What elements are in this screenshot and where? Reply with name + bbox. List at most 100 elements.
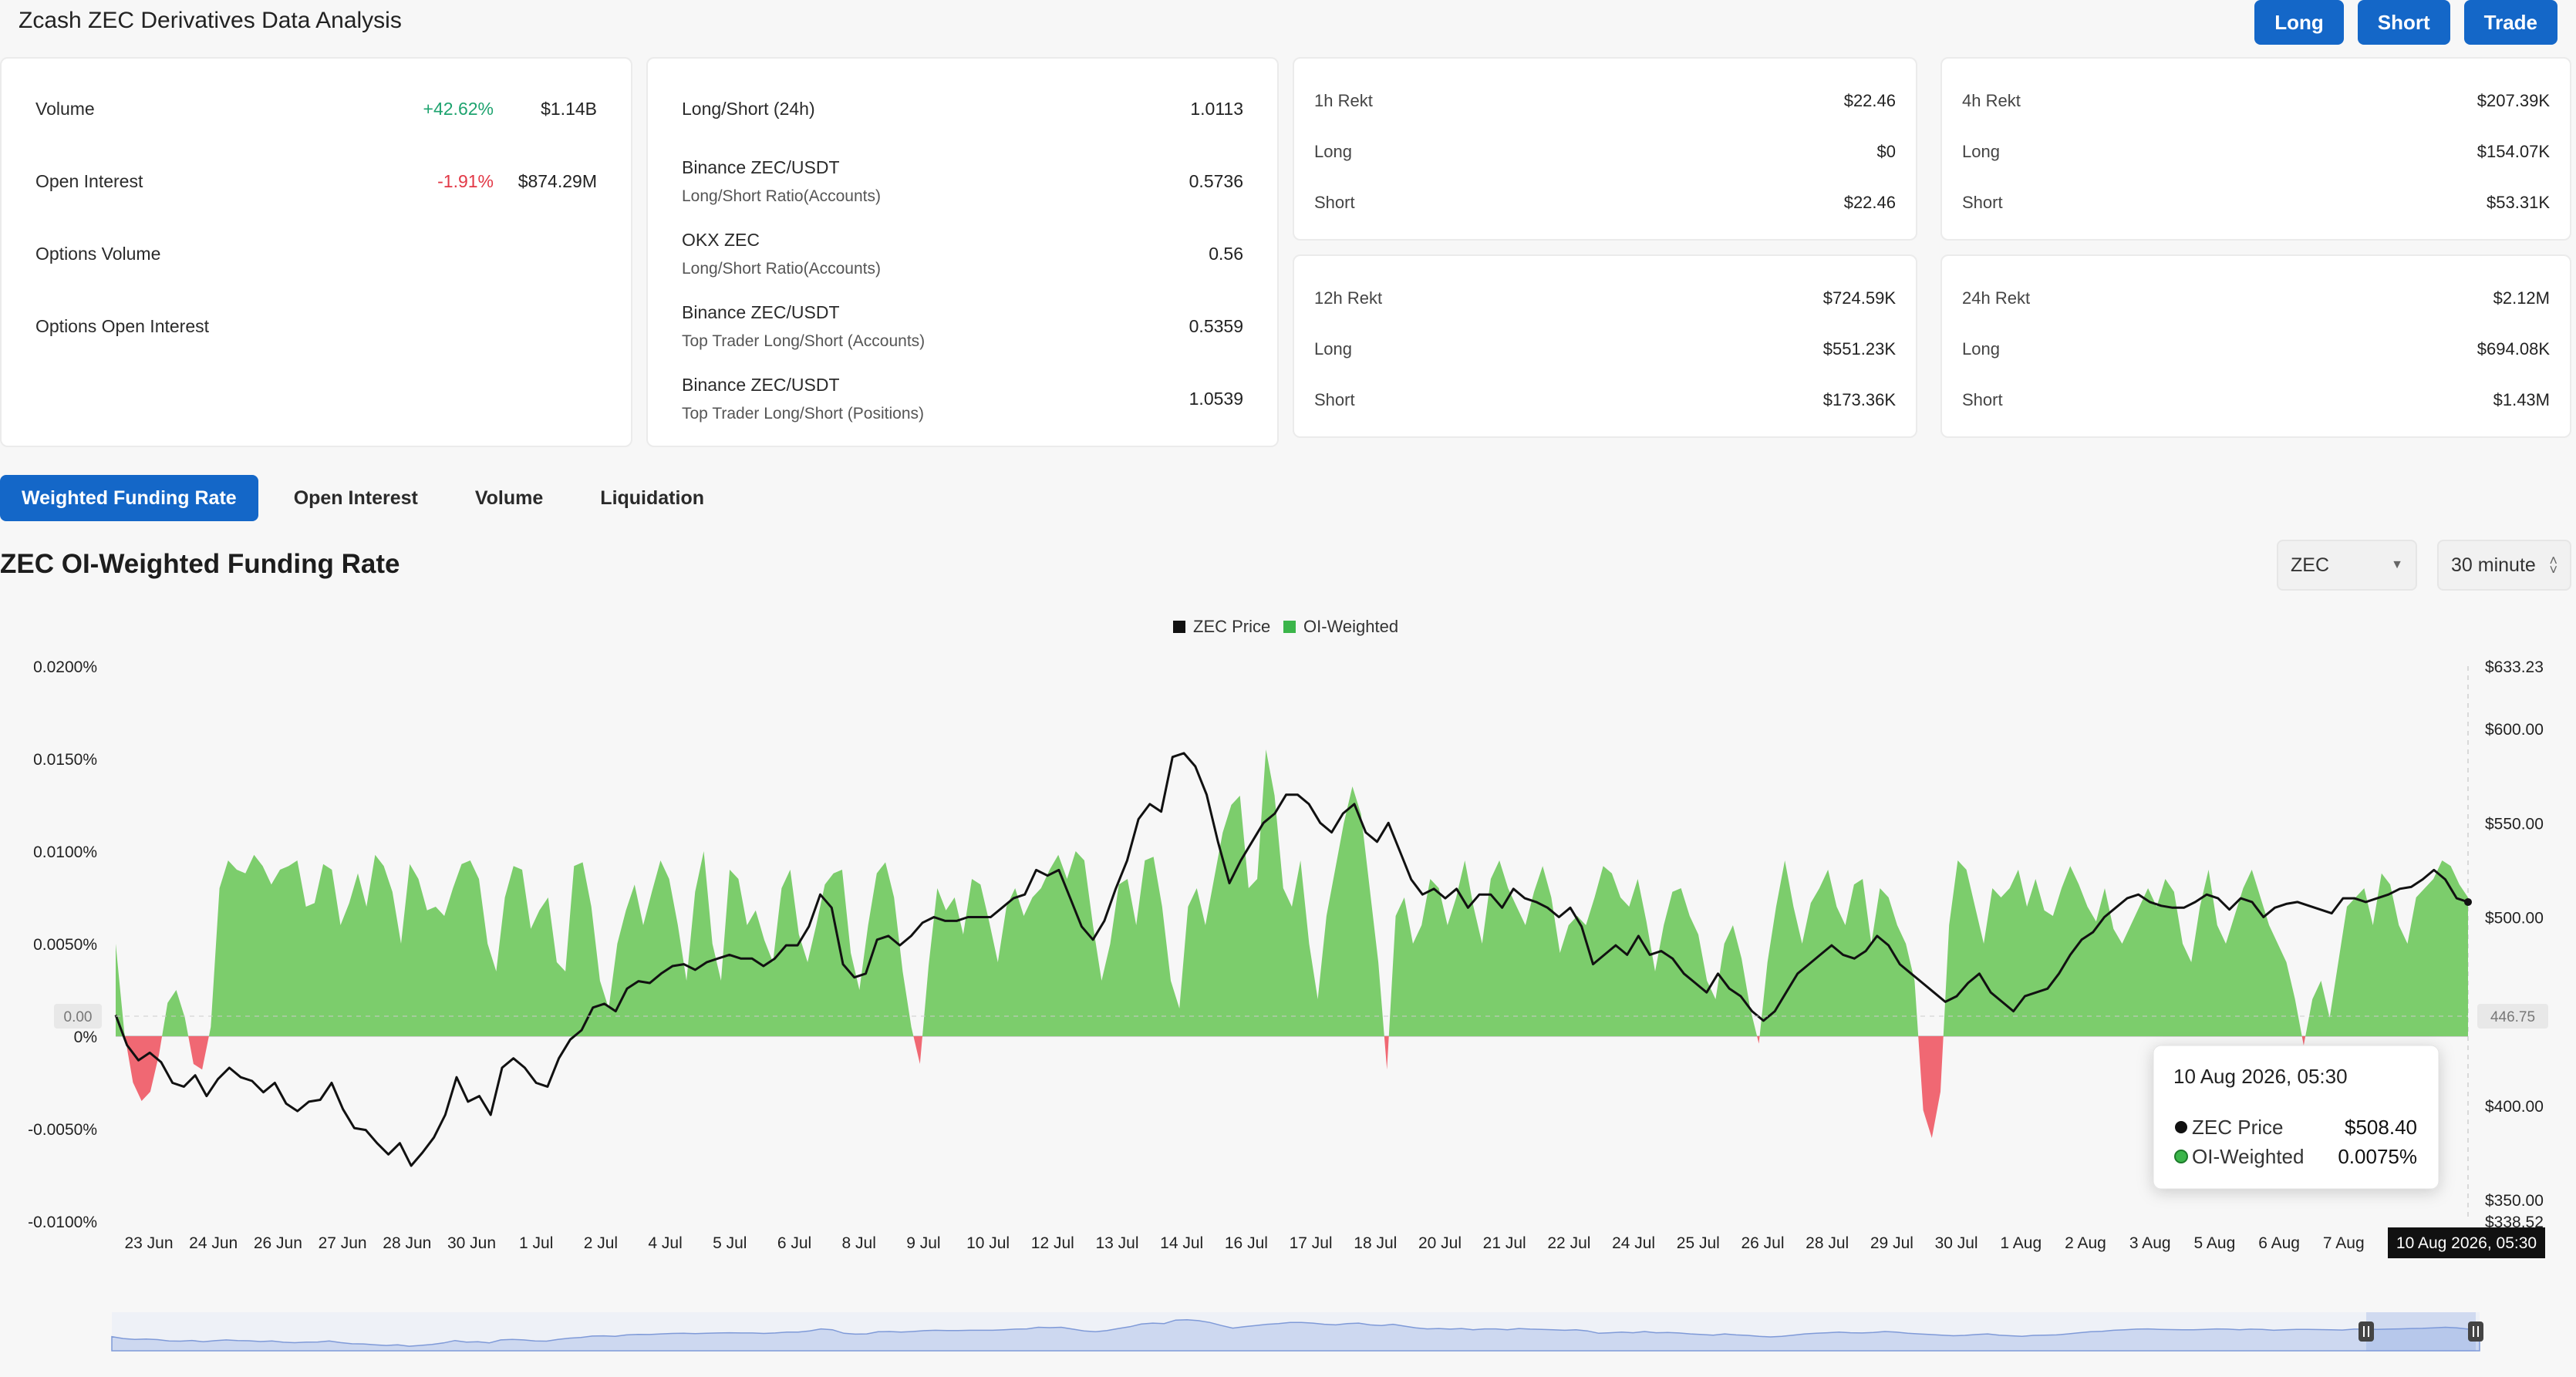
- stat-value: $874.29M: [518, 171, 597, 191]
- ratio-value: 1.0539: [1189, 389, 1243, 409]
- rekt-total-row: 12h Rekt $724.59K: [1314, 288, 1896, 308]
- long-short-ratios-card: Long/Short (24h) 1.0113 Binance ZEC/USDT…: [646, 57, 1279, 447]
- right-axis-tick-label: $338.52: [2485, 1214, 2544, 1231]
- rekt-total: $207.39K: [2477, 91, 2550, 110]
- x-axis-tick-label: 24 Jul: [1612, 1234, 1655, 1252]
- rekt-long-value: $154.07K: [2477, 142, 2550, 161]
- funding-rate-chart[interactable]: ZEC Price OI-Weighted 0.0200% 0.0150% 0.0100…: [0, 601, 2576, 1372]
- coin-select[interactable]: ZEC ▼: [2277, 540, 2417, 591]
- ratio-row: Binance ZEC/USDT Top Trader Long/Short (P…: [682, 375, 1243, 423]
- tab-volume[interactable]: Volume: [453, 475, 565, 521]
- rekt-title: 24h Rekt: [1962, 288, 2031, 308]
- ratio-value: 1.0113: [1190, 99, 1243, 119]
- x-axis-tick-label: 21 Jul: [1483, 1234, 1526, 1252]
- x-axis-tick-label: 9 Jul: [906, 1234, 940, 1252]
- left-axis-tick-label: 0.0200%: [33, 658, 97, 676]
- ratio-row: Long/Short (24h) 1.0113: [682, 99, 1243, 120]
- coin-select-value: ZEC: [2291, 554, 2329, 576]
- tab-weighted-funding-rate[interactable]: Weighted Funding Rate: [0, 475, 258, 521]
- tooltip-box: [2153, 1045, 2439, 1190]
- right-axis-tick-label: $400.00: [2485, 1098, 2544, 1116]
- x-axis-tick-label: 8 Jul: [842, 1234, 876, 1252]
- top-action-buttons: Long Short Trade: [2254, 0, 2557, 45]
- x-axis-tick-label: 2 Jul: [584, 1234, 618, 1252]
- trade-button[interactable]: Trade: [2463, 0, 2557, 45]
- x-axis-tick-label: 10 Jul: [966, 1234, 1010, 1252]
- x-axis-tick-label: 16 Jul: [1225, 1234, 1268, 1252]
- page-title: Zcash ZEC Derivatives Data Analysis: [19, 8, 402, 33]
- right-axis-tick-label: $633.23: [2485, 658, 2544, 676]
- rekt-total: $2.12M: [2493, 288, 2550, 308]
- right-axis-tick-label: $500.00: [2485, 909, 2544, 927]
- short-button[interactable]: Short: [2357, 0, 2450, 45]
- ratio-value: 0.5736: [1189, 171, 1243, 191]
- stat-label: Volume: [35, 99, 95, 119]
- pause-handle-icon[interactable]: [2359, 1321, 2374, 1342]
- x-axis-tick-label: 29 Jul: [1870, 1234, 1913, 1252]
- rekt-short-label: Short: [1962, 390, 2003, 409]
- left-axis-tick-label: -0.0050%: [28, 1121, 97, 1139]
- left-axis-tick-label: 0.0100%: [33, 843, 97, 861]
- tab-open-interest[interactable]: Open Interest: [271, 475, 440, 521]
- rekt-long-value: $0: [1876, 142, 1896, 161]
- zec-price-line: [114, 752, 2469, 1167]
- x-axis-tick-label: 22 Jul: [1547, 1234, 1590, 1252]
- crosshair-right-box: [2477, 1004, 2548, 1029]
- x-axis-tick-label: 20 Jul: [1418, 1234, 1462, 1252]
- x-axis-tick-label: 27 Jun: [319, 1234, 367, 1252]
- stat-label: Options Volume: [35, 244, 161, 264]
- x-axis-tick-label: 28 Jul: [1806, 1234, 1849, 1252]
- interval-select[interactable]: 30 minute ˄ ˅: [2437, 540, 2571, 591]
- right-axis-tick-label: $550.00: [2485, 815, 2544, 833]
- ratio-label: Binance ZEC/USDT Top Trader Long/Short (A…: [682, 302, 1089, 351]
- legend-swatch-price: [1173, 621, 1185, 633]
- long-button[interactable]: Long: [2254, 0, 2344, 45]
- rekt-card-1h: 1h Rekt $22.46 Long $0 Short $22.46: [1293, 57, 1917, 241]
- ratio-exchange: Binance ZEC/USDT: [682, 302, 840, 322]
- x-axis-tick-label: 26 Jul: [1741, 1234, 1784, 1252]
- rekt-title: 4h Rekt: [1962, 91, 2021, 110]
- rekt-card-12h: 12h Rekt $724.59K Long $551.23K Short $173.…: [1293, 254, 1917, 438]
- tooltip-funding-label: OI-Weighted: [2192, 1145, 2304, 1168]
- right-axis-tick-label: $600.00: [2485, 721, 2544, 739]
- rekt-short-value: $53.31K: [2487, 193, 2550, 212]
- pause-handle-icon[interactable]: [2468, 1321, 2483, 1342]
- x-axis-tick-label: 7 Aug: [2323, 1234, 2365, 1252]
- tooltip-date: 10 Aug 2026, 05:30: [2173, 1065, 2348, 1088]
- ratio-row: Binance ZEC/USDT Top Trader Long/Short (A…: [682, 302, 1243, 351]
- rekt-short-label: Short: [1314, 193, 1355, 212]
- rekt-card-4h: 4h Rekt $207.39K Long $154.07K Short $53.31…: [1940, 57, 2571, 241]
- navigator-series: [111, 1319, 2480, 1352]
- caret-down-icon: ▼: [2391, 558, 2403, 571]
- stat-row-volume: Volume +42.62% $1.14B: [35, 99, 597, 120]
- tab-liquidation[interactable]: Liquidation: [578, 475, 726, 521]
- left-axis-tick-label: 0.0050%: [33, 936, 97, 954]
- rekt-short-label: Short: [1314, 390, 1355, 409]
- rekt-total-row: 1h Rekt $22.46: [1314, 91, 1896, 111]
- crosshair-left-box: [54, 1004, 102, 1029]
- price-end-point: [2464, 897, 2472, 906]
- rekt-long-value: $551.23K: [1822, 339, 1896, 359]
- right-axis-tick-label: $350.00: [2485, 1192, 2544, 1210]
- x-axis-tick-label: 6 Jul: [777, 1234, 811, 1252]
- tooltip-price-dot: [2175, 1121, 2187, 1133]
- ratio-exchange: Binance ZEC/USDT: [682, 375, 840, 395]
- stat-label: Options Open Interest: [35, 316, 210, 336]
- x-axis-tick-label: 28 Jun: [383, 1234, 431, 1252]
- ratio-exchange: Binance ZEC/USDT: [682, 157, 840, 177]
- x-axis-tick-label: 23 Jun: [124, 1234, 173, 1252]
- crosshair-left-label: 0.00: [64, 1009, 93, 1025]
- x-axis-tick-label: 14 Jul: [1160, 1234, 1203, 1252]
- crosshair-x-label: 10 Aug 2026, 05:30: [2396, 1234, 2537, 1252]
- rekt-title: 1h Rekt: [1314, 91, 1373, 110]
- legend-swatch-oi-weighted: [1283, 621, 1296, 633]
- left-axis-tick-label: 0%: [74, 1029, 97, 1046]
- ratio-label: Binance ZEC/USDT Top Trader Long/Short (P…: [682, 375, 1089, 423]
- stat-row-open-interest: Open Interest -1.91% $874.29M: [35, 171, 597, 192]
- x-axis-tick-label: 18 Jul: [1354, 1234, 1397, 1252]
- market-stats-card: Volume +42.62% $1.14B Open Interest -1.9…: [0, 57, 632, 447]
- ratio-value: 0.5359: [1189, 316, 1243, 336]
- x-axis-tick-label: 5 Aug: [2194, 1234, 2236, 1252]
- rekt-long-row: Long $154.07K: [1962, 142, 2550, 162]
- rekt-total: $724.59K: [1822, 288, 1896, 308]
